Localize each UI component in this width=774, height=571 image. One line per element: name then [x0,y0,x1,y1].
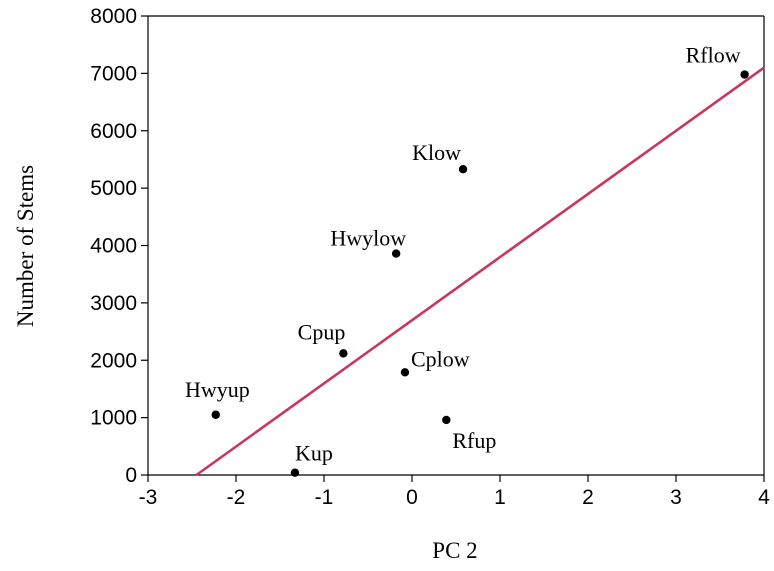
y-tick-label: 4000 [90,235,137,258]
x-tick-label: 4 [758,486,770,509]
y-tick-label: 0 [125,464,137,487]
x-tick-label: -2 [227,486,246,509]
point-klow [458,164,468,174]
point-kup [290,468,300,477]
point-label-cplow: Cplow [411,346,470,371]
point-cpup [339,349,348,358]
x-tick-label: -1 [315,486,334,509]
point-label-kup: Kup [295,441,333,466]
fit-line-group [195,66,765,477]
point-hwylow [391,249,401,258]
point-rfup [442,415,451,425]
x-tick-label: 1 [494,486,506,509]
point-label-hwylow: Hwylow [330,226,406,251]
axes [147,15,765,476]
y-tick-label: 1000 [90,407,137,430]
x-tick-label: 3 [670,486,682,509]
regression-line [195,66,765,477]
y-tick-label: 6000 [90,120,137,143]
y-tick-label: 3000 [90,292,137,315]
points-group: Rflow Klow Hwylow Cpup Cplow Hwyup Rfup Kup [185,43,749,477]
x-tick-label: 0 [406,486,418,509]
x-axis-title: PC 2 [432,538,477,563]
point-label-klow: Klow [412,140,461,165]
point-label-hwyup: Hwyup [185,377,250,402]
x-tick-label: 2 [582,486,594,509]
point-rflow [740,70,749,79]
point-hwyup [211,410,220,419]
x-ticks: -3 -2 -1 0 1 2 3 4 [139,475,770,509]
y-tick-label: 7000 [90,62,137,85]
y-tick-label: 5000 [90,177,137,200]
point-label-cpup: Cpup [298,319,346,344]
x-tick-label: -3 [139,486,158,509]
y-tick-label: 8000 [90,5,137,28]
y-ticks: 0 1000 2000 3000 4000 5000 6000 7000 8000 [90,5,148,487]
point-label-rfup: Rfup [452,428,496,453]
y-tick-label: 2000 [90,349,137,372]
y-axis-title: Number of Stems [13,165,38,327]
point-cplow [400,368,410,377]
point-label-rflow: Rflow [686,43,741,68]
